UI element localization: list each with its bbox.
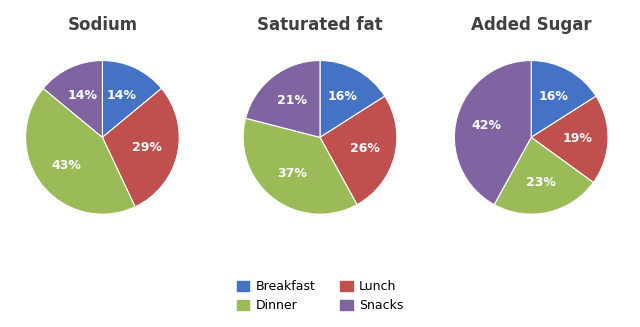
Wedge shape <box>243 118 357 214</box>
Wedge shape <box>26 88 135 214</box>
Text: 14%: 14% <box>68 89 98 102</box>
Text: 19%: 19% <box>563 132 592 145</box>
Title: Added Sugar: Added Sugar <box>471 16 591 34</box>
Wedge shape <box>102 60 161 137</box>
Wedge shape <box>454 60 531 205</box>
Text: 26%: 26% <box>349 142 380 155</box>
Text: 37%: 37% <box>277 167 307 180</box>
Wedge shape <box>320 96 397 205</box>
Text: 16%: 16% <box>327 91 357 103</box>
Wedge shape <box>246 60 320 137</box>
Wedge shape <box>44 60 102 137</box>
Text: 21%: 21% <box>276 95 307 108</box>
Wedge shape <box>320 60 385 137</box>
Title: Sodium: Sodium <box>67 16 138 34</box>
Text: 14%: 14% <box>107 89 137 102</box>
Wedge shape <box>102 88 179 207</box>
Wedge shape <box>494 137 593 214</box>
Text: 29%: 29% <box>132 141 163 154</box>
Text: 23%: 23% <box>526 176 556 189</box>
Wedge shape <box>531 60 596 137</box>
Text: 43%: 43% <box>51 159 81 172</box>
Wedge shape <box>531 96 608 182</box>
Legend: Breakfast, Dinner, Lunch, Snacks: Breakfast, Dinner, Lunch, Snacks <box>232 275 408 318</box>
Title: Saturated fat: Saturated fat <box>257 16 383 34</box>
Text: 42%: 42% <box>472 119 502 132</box>
Text: 16%: 16% <box>538 91 568 103</box>
